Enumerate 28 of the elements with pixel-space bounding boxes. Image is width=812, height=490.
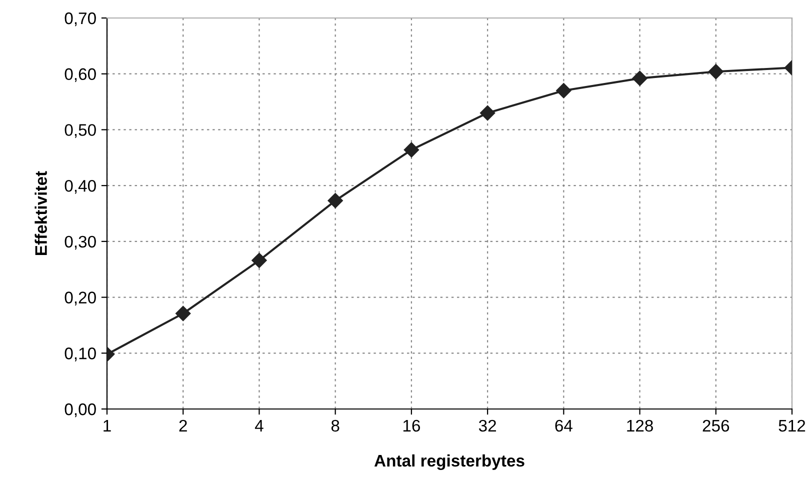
- y-tick-label: 0,20: [64, 292, 96, 306]
- point: [328, 193, 343, 208]
- x-tick-label: 32: [478, 420, 496, 432]
- x-tick-label: 16: [403, 420, 420, 432]
- y-axis-title: Effektivitet: [34, 171, 47, 255]
- x-axis-title: Antal registerbytes: [374, 454, 524, 470]
- x-tick-label: 1: [104, 420, 111, 432]
- y-tick-label: 0,30: [64, 236, 96, 250]
- y-tick-label: 0,60: [64, 68, 96, 82]
- y-tick-label: 0,40: [64, 180, 96, 194]
- y-tick-label: 0,50: [64, 124, 96, 138]
- point: [556, 83, 572, 98]
- x-tick-label: 512: [778, 420, 806, 432]
- y-tick-label: 0,00: [64, 403, 96, 418]
- x-tick-label: 256: [702, 420, 730, 432]
- x-tick-label: 128: [627, 420, 653, 432]
- point: [632, 70, 648, 86]
- point: [176, 306, 191, 322]
- x-tick-label: 2: [179, 420, 187, 432]
- point: [404, 142, 420, 158]
- x-tick-label: 8: [331, 420, 340, 432]
- y-tick-label: 0,70: [64, 12, 96, 26]
- point: [708, 64, 724, 80]
- point: [252, 252, 267, 268]
- x-tick-label: 64: [555, 420, 572, 432]
- y-tick-label: 0,10: [64, 348, 96, 362]
- x-tick-label: 4: [254, 420, 264, 432]
- point: [480, 105, 496, 121]
